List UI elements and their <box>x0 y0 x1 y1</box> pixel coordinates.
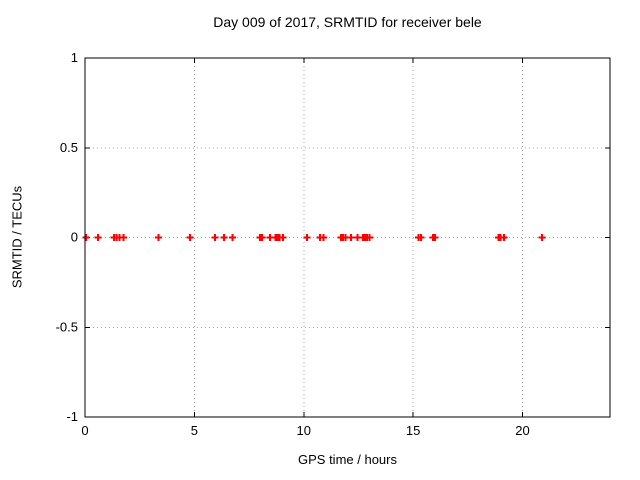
x-tick-label: 5 <box>191 423 198 438</box>
y-tick-label: 0.5 <box>60 140 78 155</box>
data-point <box>82 234 90 241</box>
tick-labels: 0 5 10 15 20 1 0.5 0 -0.5 -1 <box>56 50 530 438</box>
data-points <box>82 234 546 241</box>
x-axis-title: GPS time / hours <box>298 452 397 467</box>
x-tick-label: 10 <box>297 423 311 438</box>
data-point <box>186 234 194 241</box>
y-tick-label: -0.5 <box>56 319 78 334</box>
y-tick-label: 0 <box>71 230 78 245</box>
data-point <box>500 234 508 241</box>
data-point <box>347 234 355 241</box>
data-point <box>211 234 219 241</box>
data-point <box>94 234 102 241</box>
data-point <box>538 234 546 241</box>
y-tick-label: -1 <box>66 409 78 424</box>
plot-border <box>84 57 611 418</box>
data-point <box>229 234 237 241</box>
data-point <box>154 234 162 241</box>
data-point <box>303 234 311 241</box>
data-point <box>319 234 327 241</box>
data-point <box>220 234 228 241</box>
data-point <box>279 234 287 241</box>
x-tick-label: 15 <box>406 423 420 438</box>
data-point <box>417 234 425 241</box>
y-tick-label: 1 <box>71 50 78 65</box>
data-point <box>431 234 439 241</box>
data-point <box>365 234 373 241</box>
data-point <box>258 234 266 241</box>
chart-title: Day 009 of 2017, SRMTID for receiver bel… <box>213 14 482 30</box>
data-point <box>119 234 127 241</box>
x-tick-label: 20 <box>515 423 529 438</box>
x-tick-label: 0 <box>81 423 88 438</box>
